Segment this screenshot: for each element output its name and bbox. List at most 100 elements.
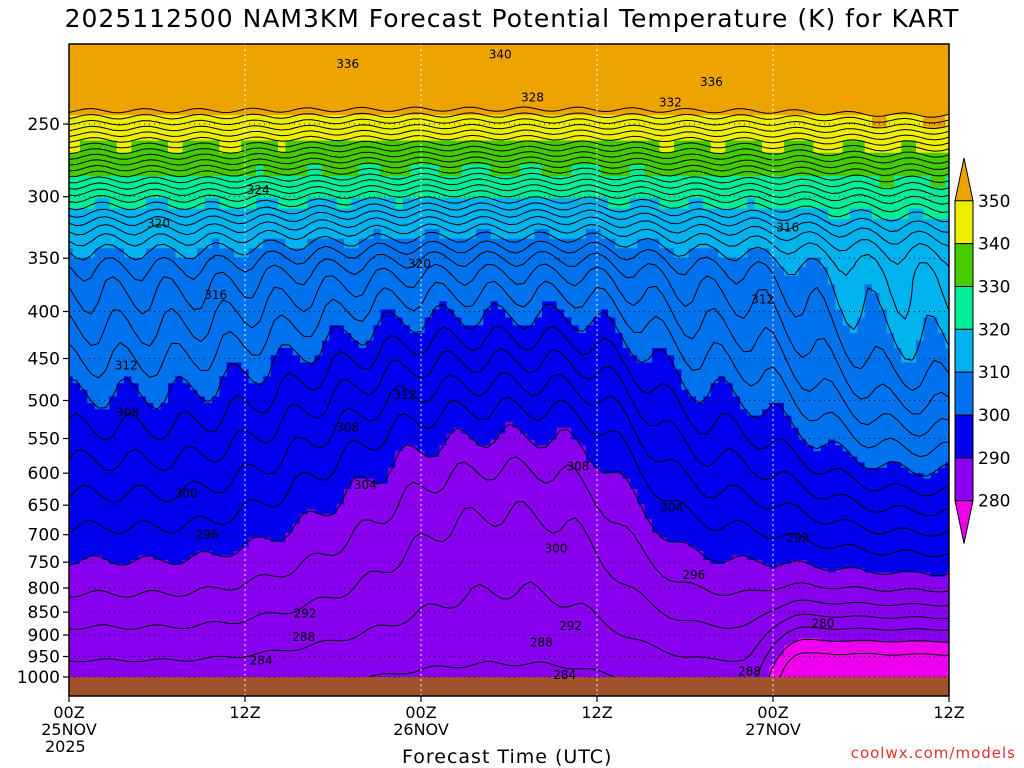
band-cell [322, 537, 330, 543]
band-cell [204, 128, 213, 142]
band-cell [351, 509, 360, 515]
band-cell [410, 564, 418, 569]
band-cell [80, 616, 88, 621]
band-cell [417, 555, 426, 561]
band-cell [322, 596, 330, 602]
band-cell [314, 451, 323, 458]
band-cell [424, 509, 433, 515]
band-cell [109, 456, 118, 463]
band-cell [336, 87, 345, 103]
band-cell [146, 348, 154, 356]
band-cell [366, 87, 374, 103]
band-cell [300, 101, 308, 116]
band-cell [182, 537, 191, 543]
band-cell [160, 572, 169, 578]
band-cell [153, 376, 162, 384]
band-cell [351, 619, 360, 625]
band-cell [182, 662, 191, 667]
band-cell [197, 568, 206, 574]
band-cell [168, 665, 176, 670]
band-cell [314, 580, 323, 586]
band-cell [395, 528, 404, 534]
band-cell [131, 362, 140, 371]
band-cell [87, 655, 96, 660]
band-cell [314, 369, 323, 378]
band-cell [160, 87, 169, 103]
band-cell [197, 238, 206, 249]
band-cell [131, 348, 140, 356]
band-cell [402, 238, 411, 249]
band-cell [292, 627, 301, 632]
band-cell [270, 73, 279, 89]
band-cell [94, 494, 103, 500]
band-cell [395, 376, 404, 384]
band-cell [263, 383, 272, 391]
band-cell [307, 0, 315, 44]
band-cell [190, 523, 198, 529]
band-cell [116, 325, 125, 334]
band-cell [358, 658, 367, 663]
band-cell [94, 518, 103, 525]
band-cell [138, 462, 147, 469]
band-cell [212, 551, 220, 557]
band-cell [300, 396, 308, 404]
band-cell [168, 630, 176, 636]
band-cell [160, 576, 169, 582]
band-cell [344, 427, 352, 435]
band-cell [285, 218, 294, 230]
band-cell [190, 608, 198, 614]
band-cell [102, 317, 110, 326]
band-cell [307, 415, 316, 423]
band-cell [197, 415, 206, 423]
band-cell [138, 576, 147, 582]
band-cell [329, 483, 338, 490]
band-cell [270, 152, 279, 166]
band-cell [351, 257, 360, 268]
band-cell [366, 499, 374, 505]
band-cell [234, 588, 242, 594]
band-cell [226, 402, 235, 410]
band-cell [358, 668, 367, 673]
band-cell [270, 456, 279, 463]
band-cell [226, 489, 235, 495]
band-cell [219, 596, 228, 602]
band-cell [204, 641, 213, 646]
band-cell [300, 355, 308, 364]
band-cell [212, 187, 220, 199]
band-cell [322, 248, 330, 259]
band-cell [182, 648, 191, 653]
band-cell [388, 641, 396, 646]
band-cell [87, 402, 96, 410]
band-cell [182, 451, 191, 458]
band-cell [395, 489, 404, 495]
band-cell [358, 616, 367, 621]
band-cell [373, 467, 382, 474]
band-cell [322, 518, 330, 525]
band-cell [87, 576, 96, 582]
band-cell [270, 473, 279, 480]
band-cell [219, 218, 228, 230]
band-cell [285, 478, 294, 485]
band-cell [300, 652, 308, 657]
band-cell [87, 467, 96, 474]
band-cell [314, 238, 323, 249]
band-cell [248, 662, 257, 667]
band-cell [270, 612, 279, 617]
band-cell [285, 87, 294, 103]
band-cell [336, 612, 345, 617]
band-cell [373, 325, 382, 334]
band-cell [182, 439, 191, 447]
band-cell [138, 584, 147, 590]
band-cell [212, 451, 220, 458]
band-cell [410, 648, 418, 653]
band-cell [204, 542, 213, 548]
band-cell [329, 152, 338, 166]
band-cell [402, 608, 411, 614]
band-cell [94, 616, 103, 621]
band-cell [256, 638, 264, 643]
band-cell [234, 238, 242, 249]
band-cell [80, 509, 88, 515]
band-cell [300, 187, 308, 199]
band-cell [197, 187, 206, 199]
band-cell [102, 638, 110, 643]
